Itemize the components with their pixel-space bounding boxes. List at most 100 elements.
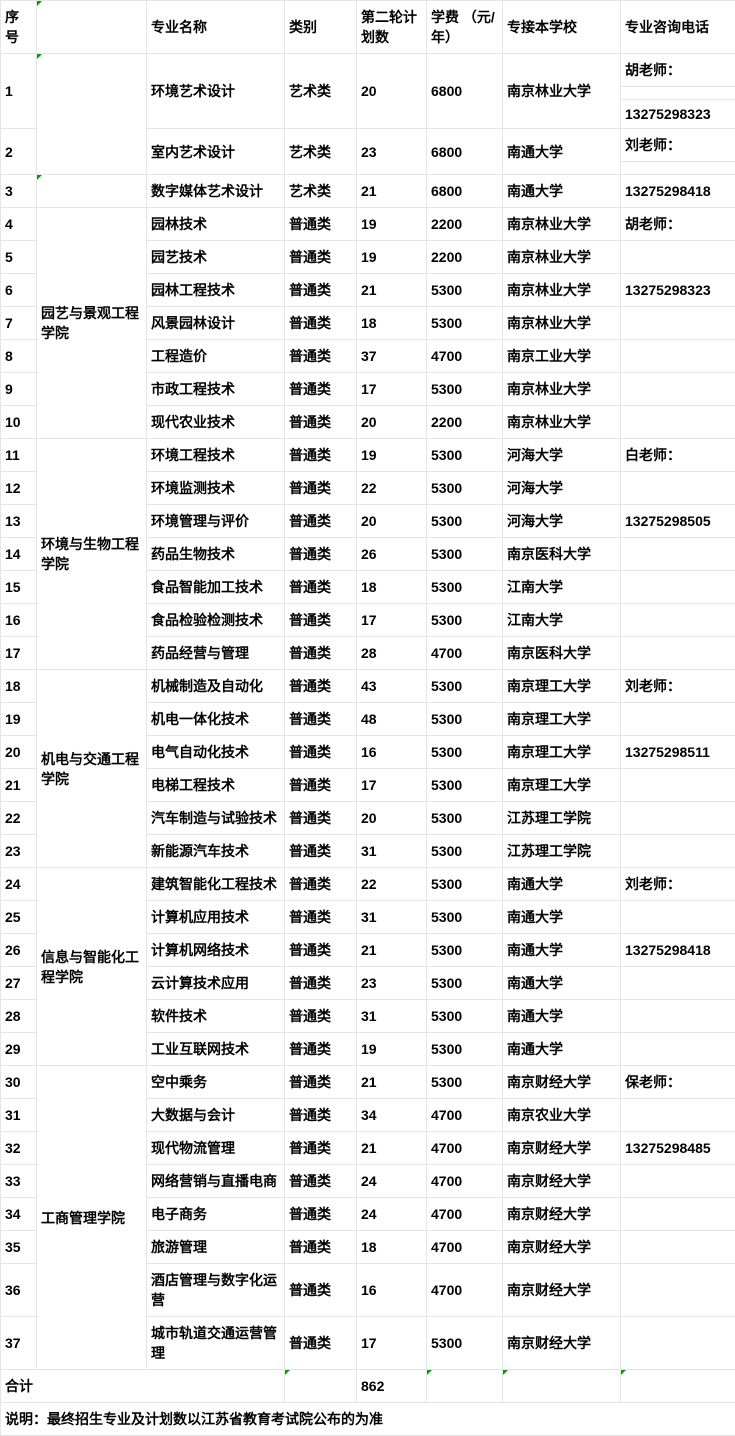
- fee-cell: 4700: [427, 1165, 503, 1198]
- seq-cell: 28: [1, 1000, 37, 1033]
- major-cell: 环境艺术设计: [147, 54, 285, 129]
- header-seq: 序号: [1, 1, 37, 54]
- fee-cell: 4700: [427, 1231, 503, 1264]
- plan-cell: 17: [357, 373, 427, 406]
- cat-cell: 普通类: [285, 472, 357, 505]
- phone-cell: 13275298511: [621, 736, 735, 769]
- plan-cell: 23: [357, 129, 427, 175]
- seq-cell: 10: [1, 406, 37, 439]
- major-cell: 药品生物技术: [147, 538, 285, 571]
- header-dept: [37, 1, 147, 54]
- school-cell: 南京林业大学: [503, 274, 621, 307]
- plan-cell: 22: [357, 472, 427, 505]
- plan-cell: 19: [357, 208, 427, 241]
- cat-cell: 普通类: [285, 934, 357, 967]
- phone-cell: [621, 307, 735, 340]
- dept-cell: 机电与交通工程学院: [37, 670, 147, 868]
- cat-cell: 普通类: [285, 307, 357, 340]
- fee-cell: 4700: [427, 1264, 503, 1317]
- major-cell: 环境管理与评价: [147, 505, 285, 538]
- cat-cell: 普通类: [285, 1033, 357, 1066]
- fee-cell: 5300: [427, 901, 503, 934]
- seq-cell: 20: [1, 736, 37, 769]
- cat-cell: 普通类: [285, 1264, 357, 1317]
- major-cell: 园林技术: [147, 208, 285, 241]
- school-cell: 南通大学: [503, 1033, 621, 1066]
- dept-cell: 工商管理学院: [37, 1066, 147, 1370]
- school-cell: 南京财经大学: [503, 1132, 621, 1165]
- seq-cell: 35: [1, 1231, 37, 1264]
- plan-cell: 18: [357, 1231, 427, 1264]
- cat-cell: 普通类: [285, 901, 357, 934]
- cat-cell: 普通类: [285, 637, 357, 670]
- plan-cell: 20: [357, 406, 427, 439]
- school-cell: 南通大学: [503, 129, 621, 175]
- cat-cell: 普通类: [285, 340, 357, 373]
- school-cell: 南京林业大学: [503, 307, 621, 340]
- plan-cell: 19: [357, 439, 427, 472]
- cat-cell: 普通类: [285, 208, 357, 241]
- dept-cell: 信息与智能化工程学院: [37, 868, 147, 1066]
- seq-cell: 21: [1, 769, 37, 802]
- major-cell: 计算机应用技术: [147, 901, 285, 934]
- major-cell: 电子商务: [147, 1198, 285, 1231]
- major-cell: 现代农业技术: [147, 406, 285, 439]
- table-row: 11环境与生物工程学院环境工程技术普通类195300河海大学白老师：: [1, 439, 735, 472]
- cat-cell: 普通类: [285, 670, 357, 703]
- major-cell: 电梯工程技术: [147, 769, 285, 802]
- school-cell: 南通大学: [503, 934, 621, 967]
- major-cell: 酒店管理与数字化运营: [147, 1264, 285, 1317]
- plan-cell: 28: [357, 637, 427, 670]
- seq-cell: 27: [1, 967, 37, 1000]
- total-phone-empty: [621, 1370, 735, 1403]
- phone-cell: [621, 1198, 735, 1231]
- fee-cell: 5300: [427, 967, 503, 1000]
- phone-cell: 刘老师：: [621, 868, 735, 901]
- cat-cell: 普通类: [285, 1132, 357, 1165]
- fee-cell: 5300: [427, 1066, 503, 1099]
- total-plan: 862: [357, 1370, 427, 1403]
- header-fee: 学费 （元/年）: [427, 1, 503, 54]
- cat-cell: 普通类: [285, 967, 357, 1000]
- phone-cell: [621, 472, 735, 505]
- school-cell: 南通大学: [503, 175, 621, 208]
- cat-cell: 普通类: [285, 802, 357, 835]
- plan-cell: 24: [357, 1198, 427, 1231]
- seq-cell: 4: [1, 208, 37, 241]
- plan-cell: 31: [357, 835, 427, 868]
- fee-cell: 5300: [427, 1000, 503, 1033]
- phone-cell: [621, 835, 735, 868]
- plan-cell: 43: [357, 670, 427, 703]
- seq-cell: 19: [1, 703, 37, 736]
- phone-cell: [621, 1231, 735, 1264]
- school-cell: 南京林业大学: [503, 406, 621, 439]
- plan-cell: 17: [357, 769, 427, 802]
- fee-cell: 6800: [427, 54, 503, 129]
- phone-cell: [621, 162, 735, 175]
- major-cell: 汽车制造与试验技术: [147, 802, 285, 835]
- seq-cell: 15: [1, 571, 37, 604]
- phone-cell: 13275298485: [621, 1132, 735, 1165]
- fee-cell: 2200: [427, 208, 503, 241]
- major-cell: 药品经营与管理: [147, 637, 285, 670]
- fee-cell: 2200: [427, 406, 503, 439]
- cat-cell: 普通类: [285, 1000, 357, 1033]
- major-cell: 工程造价: [147, 340, 285, 373]
- fee-cell: 4700: [427, 1198, 503, 1231]
- fee-cell: 5300: [427, 934, 503, 967]
- school-cell: 南通大学: [503, 1000, 621, 1033]
- seq-cell: 5: [1, 241, 37, 274]
- major-cell: 云计算技术应用: [147, 967, 285, 1000]
- fee-cell: 5300: [427, 868, 503, 901]
- table-row: 30工商管理学院空中乘务普通类215300南京财经大学保老师：: [1, 1066, 735, 1099]
- phone-cell: 13275298418: [621, 175, 735, 208]
- note-row: 说明：最终招生专业及计划数以江苏省教育考试院公布的为准: [1, 1403, 735, 1436]
- fee-cell: 5300: [427, 538, 503, 571]
- phone-cell: 胡老师：: [621, 208, 735, 241]
- school-cell: 南京工业大学: [503, 340, 621, 373]
- seq-cell: 3: [1, 175, 37, 208]
- phone-cell: [621, 373, 735, 406]
- fee-cell: 6800: [427, 175, 503, 208]
- fee-cell: 5300: [427, 736, 503, 769]
- seq-cell: 26: [1, 934, 37, 967]
